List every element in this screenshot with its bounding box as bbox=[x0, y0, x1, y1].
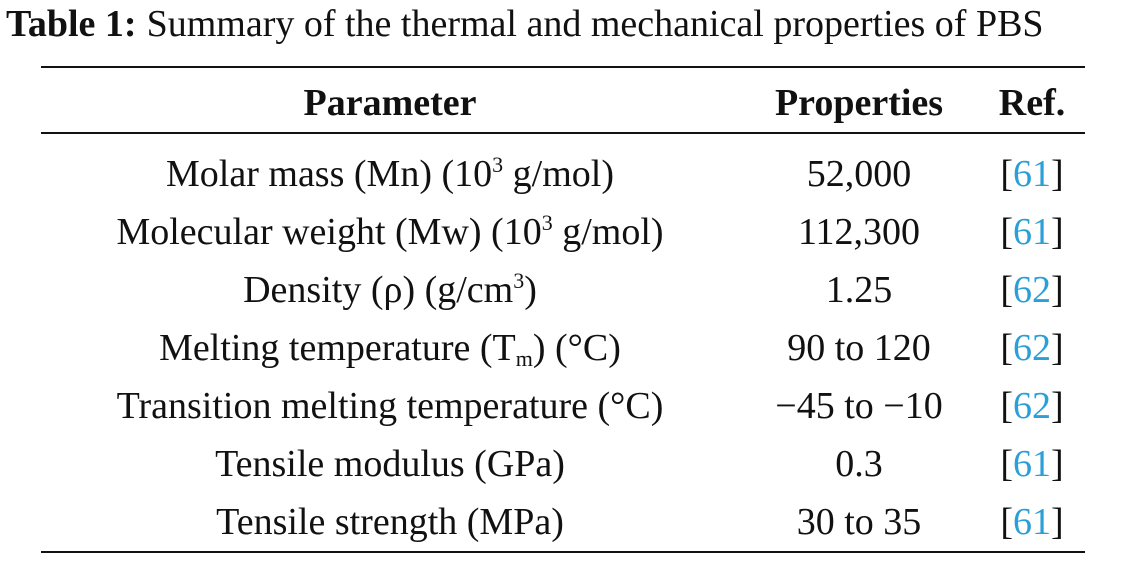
row-ref[interactable]: [61] bbox=[1000, 153, 1064, 195]
header-properties: Properties bbox=[774, 82, 944, 124]
table-body: Molar mass (Mn) (103 g/mol) 52,000 [61] … bbox=[41, 148, 1085, 554]
row-ref[interactable]: [61] bbox=[1000, 443, 1064, 485]
reference-link[interactable]: 61 bbox=[1013, 211, 1051, 253]
row-parameter: Melting temperature (Tm) (°C) bbox=[159, 327, 621, 371]
table-row: Melting temperature (Tm) (°C) 90 to 120 … bbox=[41, 322, 1085, 380]
row-parameter: Molecular weight (Mw) (103 g/mol) bbox=[116, 210, 664, 253]
row-properties: 90 to 120 bbox=[787, 327, 931, 369]
table-caption: Table 1: Summary of the thermal and mecha… bbox=[6, 3, 1126, 46]
table-top-rule bbox=[41, 66, 1085, 68]
table-caption-label: Table 1: bbox=[6, 3, 137, 45]
row-parameter: Tensile strength (MPa) bbox=[216, 501, 564, 543]
row-ref[interactable]: [61] bbox=[1000, 501, 1064, 543]
row-ref[interactable]: [61] bbox=[1000, 211, 1064, 253]
row-parameter: Molar mass (Mn) (103 g/mol) bbox=[166, 152, 614, 195]
row-properties: 0.3 bbox=[835, 443, 883, 485]
table-row: Density (ρ) (g/cm3) 1.25 [62] bbox=[41, 264, 1085, 322]
row-properties: 112,300 bbox=[797, 211, 921, 253]
reference-link[interactable]: 61 bbox=[1013, 153, 1051, 195]
table-row: Molar mass (Mn) (103 g/mol) 52,000 [61] bbox=[41, 148, 1085, 206]
reference-link[interactable]: 62 bbox=[1013, 385, 1051, 427]
reference-link[interactable]: 61 bbox=[1013, 501, 1051, 543]
row-properties: −45 to −10 bbox=[775, 385, 943, 427]
table-bottom-rule bbox=[41, 551, 1085, 553]
reference-link[interactable]: 62 bbox=[1013, 327, 1051, 369]
table-row: Tensile strength (MPa) 30 to 35 [61] bbox=[41, 496, 1085, 554]
row-properties: 30 to 35 bbox=[796, 501, 922, 543]
row-parameter: Density (ρ) (g/cm3) bbox=[243, 268, 537, 311]
table-header-rule bbox=[41, 132, 1085, 134]
header-parameter: Parameter bbox=[303, 82, 477, 124]
table-row: Molecular weight (Mw) (103 g/mol) 112,30… bbox=[41, 206, 1085, 264]
row-parameter: Tensile modulus (GPa) bbox=[215, 443, 565, 485]
reference-link[interactable]: 61 bbox=[1013, 443, 1051, 485]
table-caption-text: Summary of the thermal and mechanical pr… bbox=[146, 3, 1044, 45]
row-properties: 1.25 bbox=[825, 269, 893, 311]
reference-link[interactable]: 62 bbox=[1013, 269, 1051, 311]
row-parameter: Transition melting temperature (°C) bbox=[116, 385, 664, 427]
table-row: Transition melting temperature (°C) −45 … bbox=[41, 380, 1085, 438]
header-ref: Ref. bbox=[998, 82, 1066, 124]
row-properties: 52,000 bbox=[806, 153, 912, 195]
row-ref[interactable]: [62] bbox=[1000, 269, 1064, 311]
table-row: Tensile modulus (GPa) 0.3 [61] bbox=[41, 438, 1085, 496]
table-header-row: Parameter Properties Ref. bbox=[41, 78, 1085, 128]
row-ref[interactable]: [62] bbox=[1000, 385, 1064, 427]
row-ref[interactable]: [62] bbox=[1000, 327, 1064, 369]
